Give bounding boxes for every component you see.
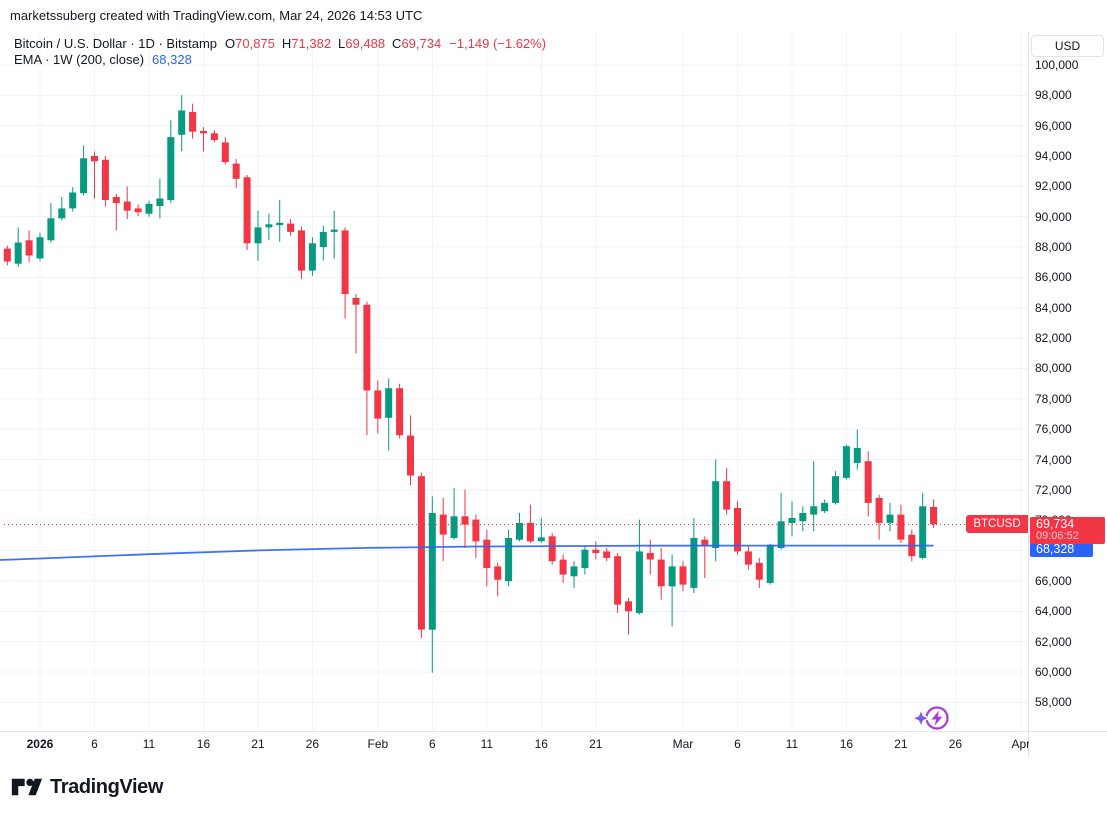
ema-title: EMA · 1W (200, close) bbox=[14, 52, 145, 67]
ohlc-l-pair: L69,488 bbox=[338, 36, 385, 52]
ohlc-h-value: 71,382 bbox=[291, 36, 332, 51]
price-tick-label: 88,000 bbox=[1035, 240, 1072, 255]
price-tick-label: 58,000 bbox=[1035, 695, 1072, 710]
tradingview-logo-mark bbox=[11, 778, 43, 796]
tradingview-logo-text: TradingView bbox=[50, 775, 164, 798]
spark-lightning-icon[interactable] bbox=[910, 701, 950, 742]
legend-ema-row: EMA · 1W (200, close) 68,328 bbox=[14, 52, 546, 68]
price-tick-label: 94,000 bbox=[1035, 149, 1072, 164]
time-tick-label: 16 bbox=[534, 737, 548, 751]
price-tick-label: 82,000 bbox=[1035, 331, 1072, 346]
ema-price-label: 68,328 bbox=[1030, 542, 1093, 558]
time-tick-label: 6 bbox=[91, 737, 98, 751]
time-tick-label: 26 bbox=[948, 737, 963, 751]
ohlc-label: L bbox=[338, 36, 346, 51]
last-price-label: 69,734 09:06:52 bbox=[1030, 517, 1105, 545]
chart-plot-area[interactable]: BTCUSD Bitcoin / U.S. Dollar · 1D · Bits… bbox=[0, 32, 1028, 731]
legend-symbol-row: Bitcoin / U.S. Dollar · 1D · Bitstamp O7… bbox=[14, 36, 546, 52]
time-tick-label: 16 bbox=[839, 737, 854, 751]
currency-usd-button[interactable]: USD bbox=[1031, 35, 1104, 57]
ohlc-o-pair: O70,875 bbox=[225, 36, 275, 52]
ohlc-l-value: 69,488 bbox=[345, 36, 386, 51]
time-tick-label: 21 bbox=[589, 737, 603, 751]
bar-countdown: 09:06:52 bbox=[1036, 530, 1079, 543]
change-value: −1,149 (−1.62%) bbox=[449, 36, 547, 51]
chart-widget: BTCUSD Bitcoin / U.S. Dollar · 1D · Bits… bbox=[0, 32, 1107, 757]
time-tick-label: 11 bbox=[785, 737, 799, 751]
ohlc-o-value: 70,875 bbox=[235, 36, 275, 51]
ohlc-label: O bbox=[225, 36, 236, 51]
time-tick-label: 11 bbox=[480, 737, 494, 751]
price-tick-label: 92,000 bbox=[1035, 179, 1072, 194]
price-tick-label: 72,000 bbox=[1035, 482, 1072, 497]
price-tick-label: 64,000 bbox=[1035, 604, 1072, 619]
price-tick-label: 78,000 bbox=[1035, 391, 1072, 406]
last-price-value: 69,734 bbox=[1036, 517, 1075, 532]
price-tick-label: 66,000 bbox=[1035, 573, 1072, 588]
price-tick-label: 80,000 bbox=[1035, 361, 1072, 376]
header-credit: marketssuberg created with TradingView.c… bbox=[10, 8, 423, 23]
time-tick-label: 16 bbox=[196, 737, 211, 751]
price-line-symbol-tag: BTCUSD bbox=[966, 515, 1028, 534]
price-tick-label: 76,000 bbox=[1035, 422, 1072, 437]
time-tick-label: 11 bbox=[142, 737, 156, 751]
time-tick-label: 6 bbox=[734, 737, 741, 751]
ohlc-label: C bbox=[392, 36, 402, 51]
price-tick-label: 90,000 bbox=[1035, 209, 1072, 224]
ohlc-h-pair: H71,382 bbox=[282, 36, 331, 52]
price-axis[interactable]: USD 100,000 98,000 96,000 94,000 92,000 90,00… bbox=[1028, 32, 1107, 757]
price-tick-label: 84,000 bbox=[1035, 300, 1072, 315]
time-axis[interactable]: 2026 6 11 16 21 26 Feb 6 11 16 21 Mar 6 11 16 21 26 Apr bbox=[0, 731, 1107, 757]
price-tick-label: 96,000 bbox=[1035, 118, 1072, 133]
symbol-title: Bitcoin / U.S. Dollar · 1D · Bitstamp bbox=[14, 36, 217, 51]
tradingview-logo[interactable]: TradingView bbox=[10, 775, 163, 799]
time-tick-label: 2026 bbox=[26, 737, 54, 751]
footer: TradingView bbox=[10, 771, 163, 803]
time-tick-label: Feb bbox=[367, 737, 389, 751]
price-tick-label: 100,000 bbox=[1035, 57, 1079, 72]
time-tick-label: 6 bbox=[428, 737, 436, 751]
price-tick-label: 98,000 bbox=[1035, 88, 1072, 103]
ohlc-values: O70,875 H71,382 L69,488 C69,734 bbox=[225, 36, 441, 52]
price-tick-label: 62,000 bbox=[1035, 634, 1072, 649]
time-tick-label: 21 bbox=[894, 737, 908, 751]
price-tick-label: 86,000 bbox=[1035, 270, 1072, 285]
ohlc-label: H bbox=[281, 36, 292, 51]
time-tick-label: Mar bbox=[672, 737, 694, 751]
ohlc-c-value: 69,734 bbox=[401, 36, 442, 51]
time-tick-label: 21 bbox=[251, 737, 265, 751]
price-tick-label: 60,000 bbox=[1035, 664, 1072, 679]
time-tick-label: Apr bbox=[1011, 737, 1029, 751]
ohlc-c-pair: C69,734 bbox=[392, 36, 441, 52]
candlestick-chart[interactable] bbox=[0, 32, 1028, 731]
price-tick-label: 74,000 bbox=[1035, 452, 1072, 467]
ema-value: 68,328 bbox=[152, 52, 192, 67]
time-tick-label: 26 bbox=[305, 737, 320, 751]
legend: Bitcoin / U.S. Dollar · 1D · Bitstamp O7… bbox=[14, 36, 546, 68]
